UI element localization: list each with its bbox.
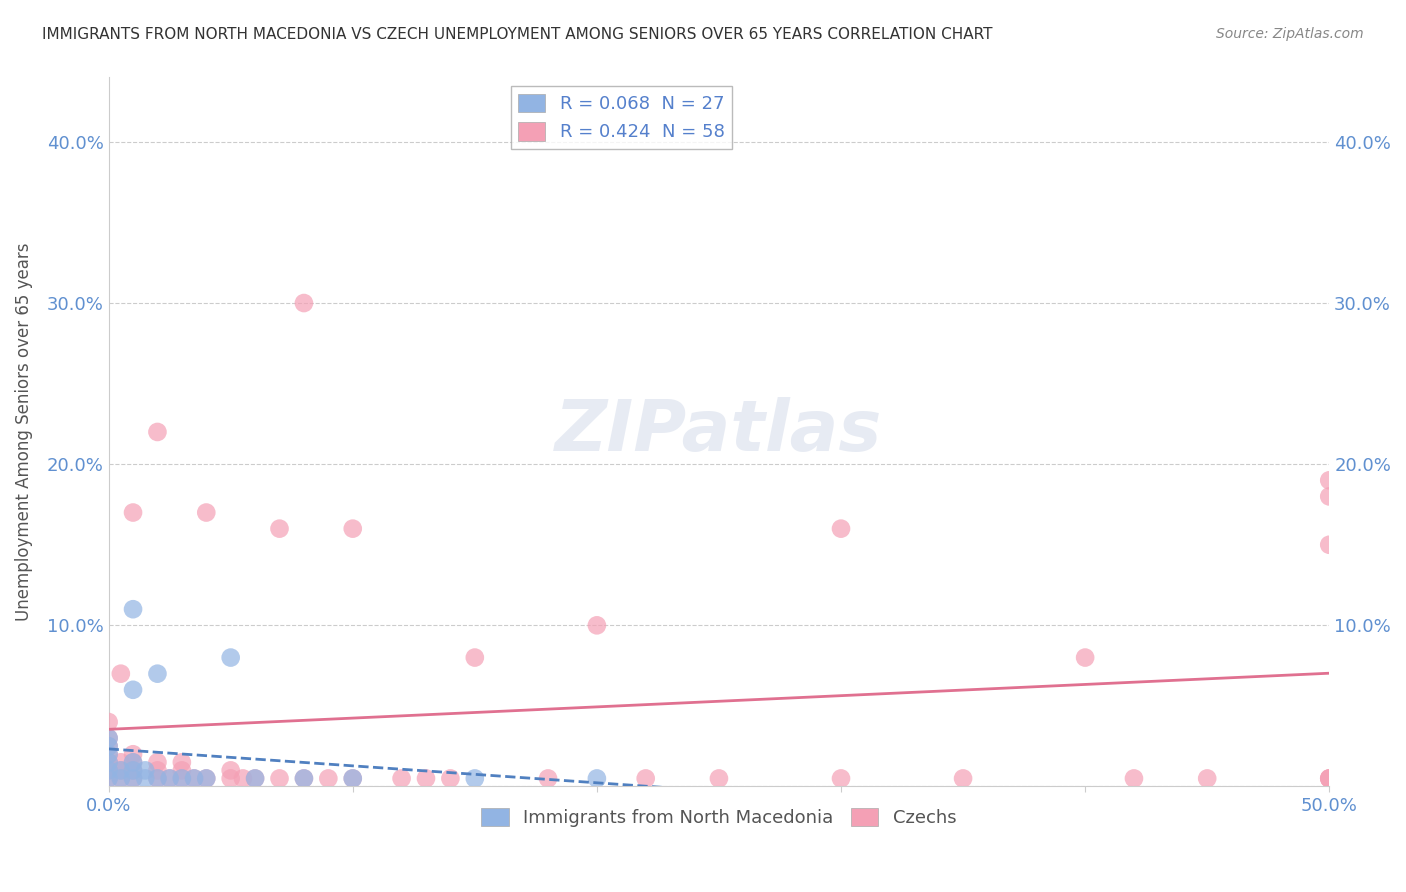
Point — [122, 772, 145, 786]
Point — [243, 772, 266, 786]
Y-axis label: Unemployment Among Seniors over 65 years: Unemployment Among Seniors over 65 years — [15, 243, 32, 621]
Point — [122, 756, 145, 770]
Legend: Immigrants from North Macedonia, Czechs: Immigrants from North Macedonia, Czechs — [474, 800, 963, 834]
Point — [269, 522, 291, 536]
Point — [586, 772, 609, 786]
Point — [170, 772, 193, 786]
Point — [97, 747, 120, 762]
Point — [146, 425, 169, 439]
Point — [110, 772, 132, 786]
Point — [219, 764, 242, 778]
Point — [97, 739, 120, 754]
Point — [232, 772, 254, 786]
Point — [110, 764, 132, 778]
Point — [146, 666, 169, 681]
Point — [342, 772, 364, 786]
Point — [219, 772, 242, 786]
Point — [1317, 772, 1340, 786]
Point — [110, 772, 132, 786]
Point — [97, 764, 120, 778]
Point — [1317, 772, 1340, 786]
Point — [97, 756, 120, 770]
Point — [97, 739, 120, 754]
Point — [183, 772, 205, 786]
Point — [159, 772, 181, 786]
Point — [97, 714, 120, 729]
Point — [195, 772, 218, 786]
Point — [122, 506, 145, 520]
Point — [122, 747, 145, 762]
Point — [342, 772, 364, 786]
Point — [464, 650, 486, 665]
Point — [1074, 650, 1097, 665]
Point — [146, 772, 169, 786]
Point — [195, 772, 218, 786]
Point — [1317, 538, 1340, 552]
Point — [269, 772, 291, 786]
Point — [110, 666, 132, 681]
Point — [122, 764, 145, 778]
Point — [1197, 772, 1219, 786]
Point — [586, 618, 609, 632]
Point — [159, 772, 181, 786]
Point — [464, 772, 486, 786]
Point — [292, 772, 315, 786]
Point — [146, 772, 169, 786]
Point — [170, 764, 193, 778]
Point — [97, 772, 120, 786]
Point — [830, 522, 852, 536]
Point — [415, 772, 437, 786]
Point — [537, 772, 560, 786]
Point — [391, 772, 413, 786]
Point — [122, 764, 145, 778]
Point — [97, 772, 120, 786]
Point — [146, 764, 169, 778]
Point — [110, 756, 132, 770]
Point — [97, 731, 120, 746]
Point — [952, 772, 974, 786]
Point — [1123, 772, 1146, 786]
Point — [170, 772, 193, 786]
Point — [183, 772, 205, 786]
Point — [134, 764, 156, 778]
Point — [243, 772, 266, 786]
Point — [134, 772, 156, 786]
Point — [97, 747, 120, 762]
Point — [707, 772, 730, 786]
Point — [110, 764, 132, 778]
Point — [219, 650, 242, 665]
Point — [122, 772, 145, 786]
Point — [122, 602, 145, 616]
Point — [1317, 490, 1340, 504]
Point — [318, 772, 340, 786]
Point — [122, 756, 145, 770]
Point — [170, 756, 193, 770]
Point — [97, 764, 120, 778]
Point — [122, 682, 145, 697]
Text: IMMIGRANTS FROM NORTH MACEDONIA VS CZECH UNEMPLOYMENT AMONG SENIORS OVER 65 YEAR: IMMIGRANTS FROM NORTH MACEDONIA VS CZECH… — [42, 27, 993, 42]
Point — [634, 772, 657, 786]
Point — [97, 731, 120, 746]
Point — [292, 772, 315, 786]
Point — [146, 756, 169, 770]
Point — [292, 296, 315, 310]
Point — [1317, 473, 1340, 487]
Point — [1317, 772, 1340, 786]
Point — [195, 506, 218, 520]
Text: ZIPatlas: ZIPatlas — [555, 398, 883, 467]
Point — [342, 522, 364, 536]
Point — [830, 772, 852, 786]
Text: Source: ZipAtlas.com: Source: ZipAtlas.com — [1216, 27, 1364, 41]
Point — [439, 772, 461, 786]
Point — [97, 756, 120, 770]
